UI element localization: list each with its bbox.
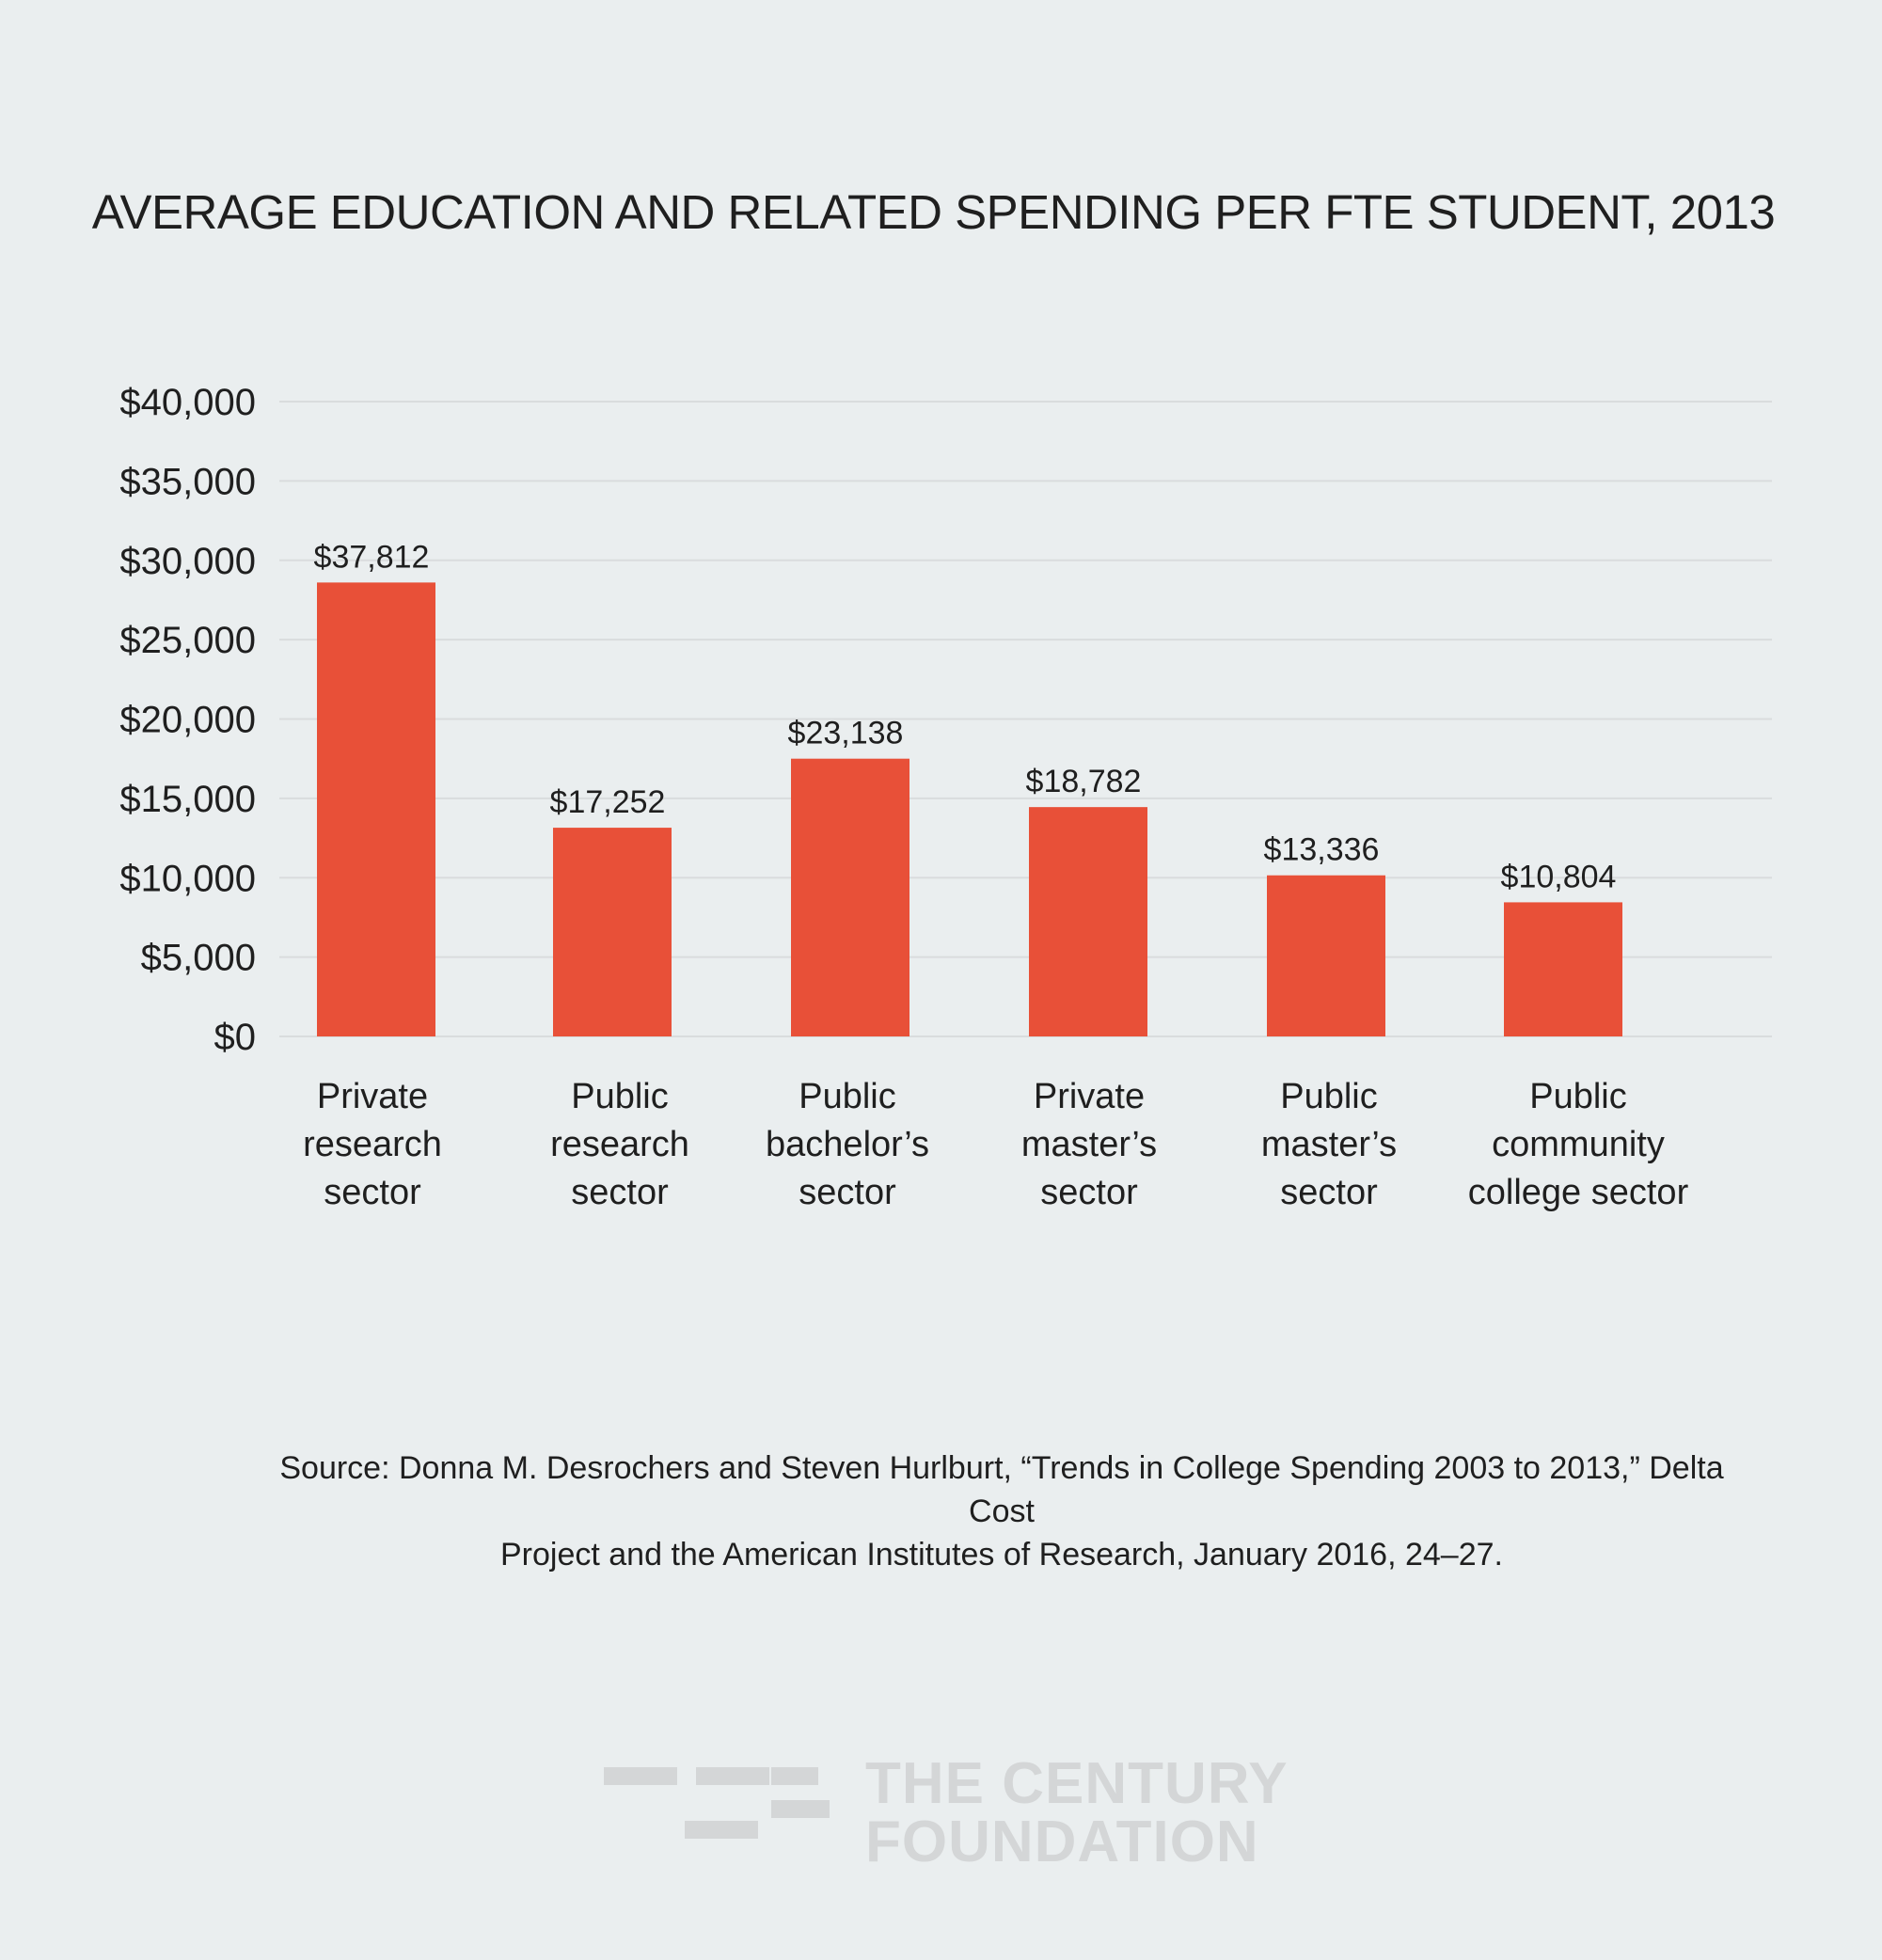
x-tick-label: Private (317, 1077, 428, 1116)
y-axis-ticks: $0 $5,000 $10,000 $15,000 $20,000 $25,000 $30,… (119, 382, 256, 1058)
bar (317, 582, 435, 1036)
y-tick-label: $40,000 (119, 382, 256, 423)
bar-value-label: $10,804 (1501, 859, 1617, 894)
x-tick-label: sector (571, 1173, 669, 1212)
bar-value-label: $18,782 (1026, 764, 1142, 799)
y-tick-label: $10,000 (119, 858, 256, 899)
logo-mark-bar (696, 1767, 769, 1785)
y-tick-label: $20,000 (119, 700, 256, 741)
chart-title: AVERAGE EDUCATION AND RELATED SPENDING P… (91, 185, 1776, 239)
logo-mark-bar (604, 1767, 677, 1785)
x-tick-label: Public (1280, 1077, 1378, 1116)
x-tick-label: Private (1034, 1077, 1145, 1116)
bar-value-label: $13,336 (1264, 832, 1380, 868)
x-tick-label: Public (571, 1077, 669, 1116)
x-axis-ticks: Private research sector Public research secto… (303, 1077, 1688, 1212)
logo-mark-bar (771, 1767, 818, 1785)
bar (1029, 807, 1147, 1036)
x-tick-label: master’s (1021, 1125, 1157, 1164)
x-tick-label: community (1492, 1125, 1665, 1164)
x-tick-label: sector (1280, 1173, 1378, 1212)
x-tick-label: research (550, 1125, 689, 1164)
source-line-1: Source: Donna M. Desrochers and Steven H… (279, 1450, 1724, 1529)
x-tick-label: sector (1040, 1173, 1138, 1212)
bar-value-label: $17,252 (550, 784, 666, 820)
y-tick-label: $0 (214, 1017, 257, 1058)
logo-line-1: THE CENTURY (865, 1751, 1289, 1816)
x-tick-label: bachelor’s (766, 1125, 929, 1164)
x-tick-label: sector (799, 1173, 896, 1212)
logo-line-2: FOUNDATION (865, 1810, 1259, 1874)
y-tick-label: $35,000 (119, 461, 256, 502)
century-foundation-logo: THE CENTURY FOUNDATION (602, 1755, 1298, 1881)
x-tick-label: sector (324, 1173, 421, 1212)
bar (1267, 875, 1385, 1036)
bar (791, 758, 909, 1036)
bar (1504, 902, 1622, 1036)
x-tick-label: master’s (1261, 1125, 1397, 1164)
y-tick-label: $25,000 (119, 620, 256, 661)
bars (317, 582, 1622, 1036)
x-tick-label: Public (799, 1077, 896, 1116)
bar-value-labels: $37,812 $17,252 $23,138 $18,782 $13,336 $10,8… (314, 539, 1617, 894)
y-tick-label: $30,000 (119, 541, 256, 582)
bar-chart: $0 $5,000 $10,000 $15,000 $20,000 $25,000 $30,… (119, 382, 1772, 1212)
gridlines (279, 401, 1772, 1037)
logo-mark-bar (771, 1800, 830, 1818)
source-note: Source: Donna M. Desrochers and Steven H… (254, 1446, 1749, 1576)
bar (553, 828, 672, 1036)
x-tick-label: Public (1529, 1077, 1627, 1116)
bar-value-label: $23,138 (788, 716, 904, 751)
x-tick-label: college sector (1468, 1173, 1689, 1212)
logo-wordmark: THE CENTURY FOUNDATION (865, 1755, 1289, 1872)
y-tick-label: $15,000 (119, 779, 256, 820)
logo-mark-bar (685, 1821, 758, 1839)
y-tick-label: $5,000 (141, 938, 256, 979)
bar-value-label: $37,812 (314, 539, 430, 575)
x-tick-label: research (303, 1125, 442, 1164)
source-line-2: Project and the American Institutes of R… (500, 1537, 1503, 1573)
